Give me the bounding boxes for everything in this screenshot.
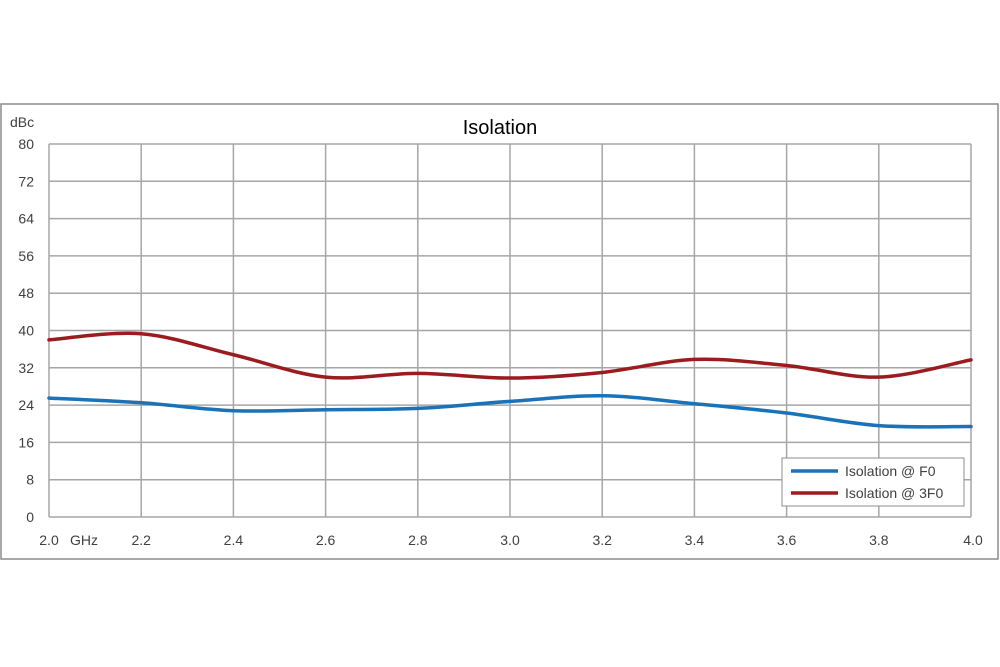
legend-label-1: Isolation @ 3F0 [845, 485, 943, 501]
y-tick-label: 16 [18, 434, 34, 450]
series-line-3f0 [47, 331, 973, 380]
y-tick-label: 24 [18, 397, 34, 413]
legend-label-0: Isolation @ F0 [845, 463, 936, 479]
x-tick-label: 2.2 [131, 532, 151, 548]
x-tick-label: 2.8 [408, 532, 428, 548]
series-line-f0 [47, 394, 973, 429]
x-tick-label: 3.0 [500, 532, 520, 548]
x-tick-label: 3.2 [592, 532, 612, 548]
x-tick-labels: 2.0 2.2 2.4 2.6 2.8 3.0 3.2 3.4 3.6 3.8 4.0 GHz [39, 532, 983, 548]
y-tick-labels: 0 8 16 24 32 40 48 56 64 72 80 [18, 136, 34, 525]
x-tick-label: 4.0 [963, 532, 983, 548]
y-tick-label: 0 [26, 509, 34, 525]
y-tick-label: 32 [18, 360, 34, 376]
y-axis-label: dBc [10, 114, 34, 130]
grid [48, 143, 972, 518]
legend-box [781, 457, 965, 507]
y-tick-label: 8 [26, 472, 34, 488]
y-tick-label: 72 [18, 173, 34, 189]
x-tick-label: 2.4 [224, 532, 244, 548]
y-tick-label: 40 [18, 323, 34, 339]
y-tick-label: 80 [18, 136, 34, 152]
x-tick-label: 3.6 [777, 532, 797, 548]
y-tick-label: 48 [18, 285, 34, 301]
x-tick-label: 3.8 [869, 532, 889, 548]
x-tick-label: 2.0 [39, 532, 59, 548]
x-tick-label: 3.4 [685, 532, 705, 548]
x-tick-label: 2.6 [316, 532, 336, 548]
legend: Isolation @ F0 Isolation @ 3F0 [781, 457, 965, 507]
y-tick-label: 64 [18, 211, 34, 227]
x-unit-label: GHz [70, 532, 98, 548]
series-lines [47, 331, 973, 429]
y-tick-label: 56 [18, 248, 34, 264]
chart-title: Isolation [463, 117, 538, 139]
